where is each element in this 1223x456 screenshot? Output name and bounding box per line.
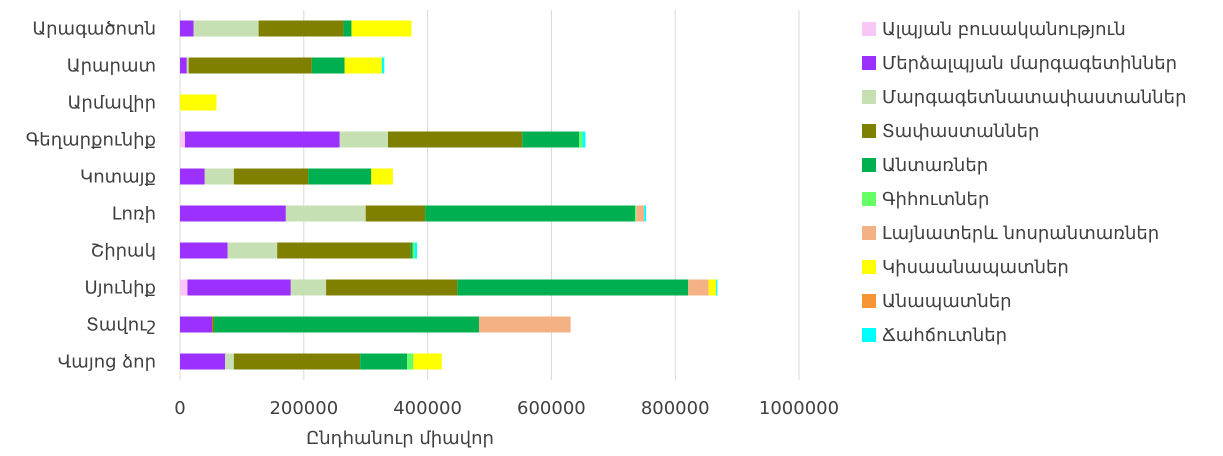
legend-label: Գիհուտներ	[882, 189, 989, 210]
bar-segment	[644, 205, 647, 222]
bar-segment	[636, 205, 645, 222]
bar-segment	[285, 205, 366, 222]
category-label: Տավուշ	[86, 315, 156, 336]
bar-segment	[180, 94, 217, 111]
bar-segment	[344, 57, 382, 74]
bar-segment	[478, 316, 571, 333]
bar-segment	[180, 205, 286, 222]
legend-label: Տափաստաններ	[882, 121, 1039, 142]
bar-segment	[212, 316, 215, 333]
bar-segment	[180, 279, 188, 296]
bar-segment	[326, 279, 458, 296]
bar-segment	[351, 20, 412, 37]
bar-segment	[180, 316, 213, 333]
bar-segment	[381, 57, 385, 74]
bar-segment	[412, 242, 415, 259]
bar-segment	[457, 279, 689, 296]
bar-segment	[308, 168, 372, 185]
bar-segment	[188, 57, 312, 74]
bar-segment	[371, 168, 393, 185]
bar-segment	[180, 131, 185, 148]
bar-segment	[290, 279, 327, 296]
legend-swatch	[862, 56, 876, 70]
bar-segment	[184, 131, 340, 148]
legend-swatch	[862, 90, 876, 104]
legend-swatch	[862, 124, 876, 138]
bar-segment	[180, 353, 226, 370]
bar-segment	[311, 57, 345, 74]
x-tick-label: 0	[174, 398, 185, 419]
bar-segment	[339, 131, 388, 148]
bar-segment	[180, 168, 205, 185]
category-label: Արմավիր	[68, 93, 156, 114]
bar-segment	[187, 279, 291, 296]
bar-segment	[180, 20, 194, 37]
bar-segment	[180, 57, 187, 74]
legend: Ալպյան բուսականություն Մերձալպյան մարգագե…	[862, 19, 1187, 346]
bar-segment	[227, 242, 278, 259]
bar-segment	[225, 353, 234, 370]
legend-swatch	[862, 192, 876, 206]
bar-segment	[410, 242, 413, 259]
category-label: Վայոց ձոր	[58, 352, 156, 373]
legend-label: Մարգագետնատափաստաններ	[882, 87, 1187, 108]
bar-segment	[407, 353, 414, 370]
category-label: Կոտայք	[80, 167, 156, 188]
category-label: Սյունիք	[84, 278, 156, 299]
bar-segment	[582, 131, 586, 148]
legend-label: Անապատներ	[882, 291, 1012, 312]
category-label: Շիրակ	[91, 241, 156, 262]
legend-swatch	[862, 328, 876, 342]
legend-swatch	[862, 294, 876, 308]
legend-label: Ճահճուտներ	[882, 325, 1007, 346]
bar-segment	[204, 168, 234, 185]
x-tick-label: 400000	[393, 398, 462, 419]
legend-swatch	[862, 22, 876, 36]
x-tick-labels: 0 200000 400000 600000 800000 1000000	[174, 398, 839, 419]
category-label: Գեղարքունիք	[26, 130, 156, 151]
bar-segment	[277, 242, 411, 259]
bar-segment	[214, 316, 479, 333]
legend-swatch	[862, 226, 876, 240]
bar-segment	[180, 242, 228, 259]
bar-segment	[634, 205, 637, 222]
bar-segment	[258, 20, 344, 37]
legend-label: Կիսաանապատներ	[882, 257, 1069, 278]
x-axis-title: Ընդհանուր միավոր	[306, 428, 494, 449]
bar-segment	[413, 353, 442, 370]
bar-segment	[365, 205, 426, 222]
bar-segment	[360, 353, 408, 370]
legend-label: Ալպյան բուսականություն	[882, 19, 1126, 40]
legend-label: Լայնատերև նոսրանտառներ	[882, 223, 1159, 244]
bar-segment	[186, 57, 189, 74]
category-labels: Արագածոտն Արարատ Արմավիր Գեղարքունիք Կոտայք Լ…	[26, 19, 156, 373]
x-tick-label: 200000	[269, 398, 338, 419]
legend-swatch	[862, 158, 876, 172]
bar-segment	[193, 20, 259, 37]
legend-label: Մերձալպյան մարգագետիններ	[882, 53, 1177, 74]
bar-segment	[343, 20, 352, 37]
bar-segment	[387, 131, 523, 148]
bar-segment	[233, 353, 361, 370]
x-tick-label: 600000	[517, 398, 586, 419]
category-label: Արարատ	[67, 56, 156, 77]
bar-segment	[688, 279, 709, 296]
x-tick-label: 800000	[641, 398, 710, 419]
bar-segment	[716, 279, 718, 296]
bar-segment	[414, 242, 418, 259]
category-label: Արագածոտն	[32, 19, 156, 40]
bars	[180, 20, 718, 370]
bar-segment	[425, 205, 635, 222]
legend-label: Անտառներ	[882, 155, 988, 176]
bar-segment	[579, 131, 583, 148]
category-label: Լոռի	[112, 204, 156, 225]
legend-swatch	[862, 260, 876, 274]
bar-segment	[522, 131, 580, 148]
bar-segment	[708, 279, 717, 296]
bar-segment	[233, 168, 309, 185]
x-tick-label: 1000000	[759, 398, 839, 419]
